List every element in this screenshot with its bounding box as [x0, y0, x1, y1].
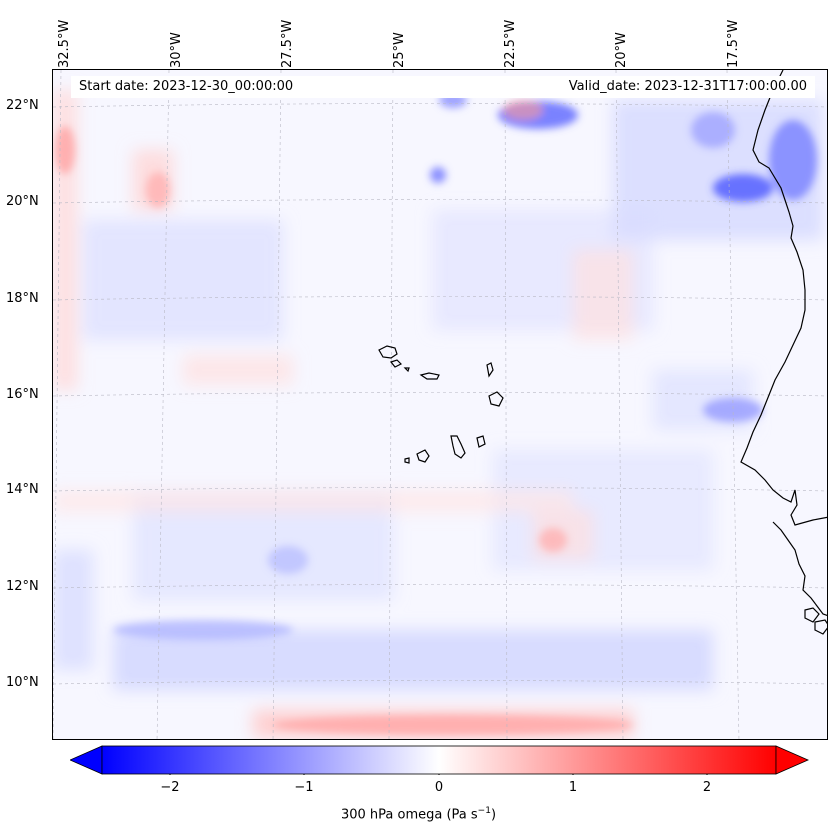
negative-anomaly-area [113, 630, 713, 690]
colorbar-body [101, 745, 777, 775]
parallel-12n [53, 584, 827, 589]
colorbar-tick-label: −1 [294, 780, 314, 795]
omega-field-map [53, 70, 827, 739]
cape-verde-boa-vista [488, 391, 504, 407]
bijagos-island [814, 619, 827, 635]
colorbar-tick-label: 2 [702, 780, 712, 795]
map-panel: Start date: 2023-12-30_00:00:00 Valid_da… [52, 69, 828, 740]
lat-label-14n: 14°N [6, 482, 39, 497]
cape-verde-sao-vicente [389, 359, 403, 368]
cape-verde-santo-antao [378, 345, 398, 359]
colorbar-tick-label: −2 [160, 780, 180, 795]
parallel-16n [53, 392, 827, 397]
parallel-20n [53, 199, 827, 204]
cape-verde-sao-nicolau [419, 372, 440, 380]
lon-label-27-5w: 27.5°W [280, 19, 295, 68]
info-bar: Start date: 2023-12-30_00:00:00 Valid_da… [71, 76, 815, 98]
meridian-30w [156, 70, 170, 739]
negative-anomaly-cell [769, 120, 817, 200]
cape-verde-brava [404, 457, 410, 464]
colorbar-tick-label: 0 [434, 780, 444, 795]
coastlines [378, 70, 827, 635]
cape-verde-fogo [416, 449, 430, 463]
meridian-25w [388, 70, 394, 739]
cape-verde-sal [486, 362, 494, 378]
lon-label-20w: 20°W [614, 32, 629, 68]
meridian-27-5w [272, 70, 282, 739]
cape-verde-santa-luzia [403, 367, 410, 373]
bijagos-island [804, 607, 820, 623]
west-africa-coastline [740, 70, 827, 526]
positive-anomaly-area [53, 490, 573, 512]
cape-verde-maio [476, 435, 486, 448]
lat-label-18n: 18°N [6, 291, 39, 306]
colorbar-extend-high [775, 745, 809, 775]
negative-anomaly-cell [703, 398, 763, 422]
parallel-10n [53, 680, 827, 685]
positive-anomaly-cell [273, 715, 633, 735]
colorbar [70, 745, 809, 775]
colorbar-extend-low [70, 745, 103, 775]
parallel-22n [53, 103, 827, 108]
lat-label-12n: 12°N [6, 579, 39, 594]
positive-anomaly-area [183, 355, 293, 385]
meridian-22-5w [504, 70, 508, 739]
positive-anomaly-cell [146, 172, 170, 208]
negative-anomaly-cell [268, 546, 308, 574]
west-africa-coastline [772, 521, 827, 616]
lat-label-10n: 10°N [6, 675, 39, 690]
positive-anomaly-area [573, 250, 633, 340]
meridian-32-5w [53, 70, 62, 739]
lon-label-22-5w: 22.5°W [503, 19, 518, 68]
lat-label-22n: 22°N [6, 98, 39, 113]
colorbar-label: 300 hPa omega (Pa s−1) [340, 806, 497, 823]
parallel-14n [53, 487, 827, 492]
lon-label-25w: 25°W [392, 32, 407, 68]
lat-label-16n: 16°N [6, 387, 39, 402]
omega-strong-cells [55, 92, 817, 735]
lon-label-17-5w: 17.5°W [726, 19, 741, 68]
start-date-text: Start date: 2023-12-30_00:00:00 [79, 79, 294, 94]
positive-anomaly-cell [55, 126, 75, 174]
positive-anomaly-cell [539, 528, 567, 552]
meridian-20w [615, 70, 624, 739]
negative-anomaly-cell [113, 620, 293, 640]
lon-label-32-5w: 32.5°W [57, 19, 72, 68]
negative-anomaly-cell [430, 167, 446, 183]
positive-anomaly-cell [503, 100, 543, 120]
negative-anomaly-cell [691, 112, 735, 148]
meridian-17-5w [726, 70, 740, 739]
lat-label-20n: 20°N [6, 194, 39, 209]
valid-date-text: Valid_date: 2023-12-31T17:00:00.00 [568, 79, 807, 94]
negative-anomaly-area [53, 550, 93, 670]
colorbar-tick-label: 1 [568, 780, 578, 795]
cape-verde-santiago [450, 435, 466, 459]
graticule [53, 70, 827, 739]
negative-anomaly-area [83, 220, 283, 340]
negative-anomaly-cell [713, 174, 773, 202]
parallel-18n [53, 296, 827, 301]
lon-label-30w: 30°W [169, 32, 184, 68]
